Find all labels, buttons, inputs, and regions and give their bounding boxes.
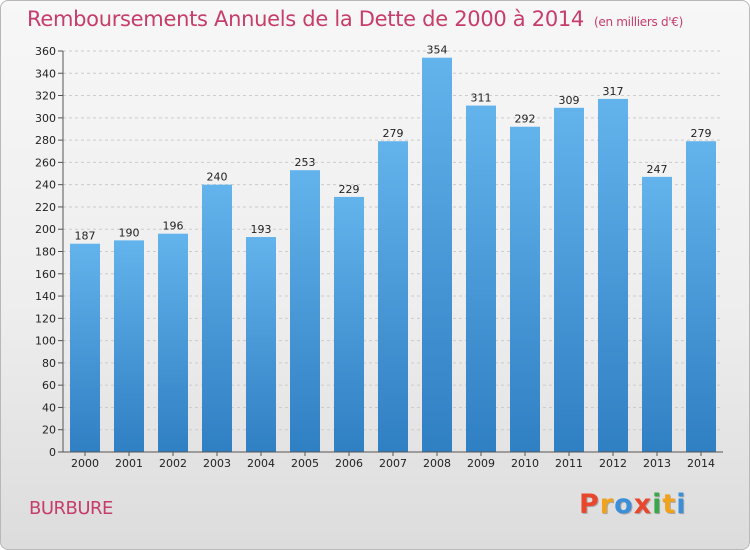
x-tick-label: 2005 — [291, 457, 319, 470]
y-tick-label: 100 — [35, 335, 56, 348]
logo-letter: i — [676, 489, 687, 520]
bar-value-label: 317 — [603, 85, 624, 98]
y-tick-label: 300 — [35, 112, 56, 125]
x-tick-label: 2002 — [159, 457, 187, 470]
bar-value-label: 311 — [471, 92, 492, 105]
bar — [598, 98, 628, 453]
chart-title: Remboursements Annuels de la Dette de 20… — [27, 7, 683, 31]
bar-value-label: 187 — [75, 230, 96, 243]
x-tick-label: 2004 — [247, 457, 275, 470]
y-tick-label: 240 — [35, 179, 56, 192]
bar-value-label: 309 — [559, 94, 580, 107]
proxiti-logo: Proxiti — [579, 489, 687, 520]
y-tick-label: 180 — [35, 246, 56, 259]
y-tick-label: 160 — [35, 268, 56, 281]
logo-letter: P — [579, 489, 600, 520]
logo-letter: x — [633, 489, 653, 520]
bar — [290, 170, 320, 453]
y-tick-label: 20 — [42, 424, 56, 437]
logo-letter: i — [652, 489, 663, 520]
bar — [378, 141, 408, 452]
bar-value-label: 240 — [207, 171, 228, 184]
bar-value-label: 279 — [691, 127, 712, 140]
x-axis: 2000 2001 2002 2003 2004 2005 2006 2007 2008 2009… — [63, 451, 723, 470]
bar — [246, 237, 276, 452]
bar-value-label: 253 — [295, 156, 316, 169]
bar — [334, 196, 364, 452]
x-tick-label: 2007 — [379, 457, 407, 470]
bar — [114, 240, 144, 452]
logo-letter: t — [662, 489, 677, 520]
bar — [510, 126, 540, 452]
x-tick-label: 2006 — [335, 457, 363, 470]
x-tick-label: 2014 — [687, 457, 715, 470]
y-tick-label: 120 — [35, 312, 56, 325]
bar-value-label: 279 — [383, 127, 404, 140]
commune-name: BURBURE — [29, 498, 113, 519]
y-tick-label: 60 — [42, 379, 56, 392]
bar-value-label: 229 — [339, 183, 360, 196]
x-tick-label: 2003 — [203, 457, 231, 470]
y-tick-label: 260 — [35, 156, 56, 169]
bar — [202, 184, 232, 452]
logo-letter: o — [614, 489, 634, 520]
x-tick-label: 2009 — [467, 457, 495, 470]
x-tick-label: 2000 — [71, 457, 99, 470]
y-tick-label: 0 — [49, 446, 56, 459]
y-tick-label: 220 — [35, 201, 56, 214]
y-tick-label: 140 — [35, 290, 56, 303]
y-tick-label: 80 — [42, 357, 56, 370]
bar-value-label: 196 — [163, 220, 184, 233]
x-tick-label: 2011 — [555, 457, 583, 470]
y-tick-label: 200 — [35, 223, 56, 236]
bar — [422, 57, 452, 452]
bar-value-label: 354 — [427, 44, 448, 57]
x-tick-label: 2013 — [643, 457, 671, 470]
y-tick-label: 280 — [35, 134, 56, 147]
bar-value-label: 190 — [119, 226, 140, 239]
bar — [158, 233, 188, 452]
x-tick-label: 2012 — [599, 457, 627, 470]
y-tick-label: 360 — [35, 45, 56, 58]
chart-subtitle: (en milliers d'€) — [594, 15, 684, 29]
bar — [554, 107, 584, 452]
y-tick-label: 340 — [35, 67, 56, 80]
bar — [642, 176, 672, 452]
y-tick-label: 320 — [35, 90, 56, 103]
bar-value-label: 247 — [647, 163, 668, 176]
logo-letter: r — [599, 489, 615, 520]
bar — [70, 243, 100, 452]
bar-value-label: 193 — [251, 223, 272, 236]
bar-value-label: 292 — [515, 113, 536, 126]
y-axis: 0 20 40 60 80 100 120 140 160 180 200 220 240 260 280 3… — [35, 45, 63, 459]
x-tick-label: 2010 — [511, 457, 539, 470]
bars: 187 190 196 240 193 253 229 279 354 311 292 309 317 2… — [70, 44, 716, 453]
x-tick-label: 2008 — [423, 457, 451, 470]
chart-title-text: Remboursements Annuels de la Dette de 20… — [27, 7, 584, 31]
bar — [686, 141, 716, 452]
y-tick-label: 40 — [42, 401, 56, 414]
x-tick-label: 2001 — [115, 457, 143, 470]
bar — [466, 105, 496, 452]
